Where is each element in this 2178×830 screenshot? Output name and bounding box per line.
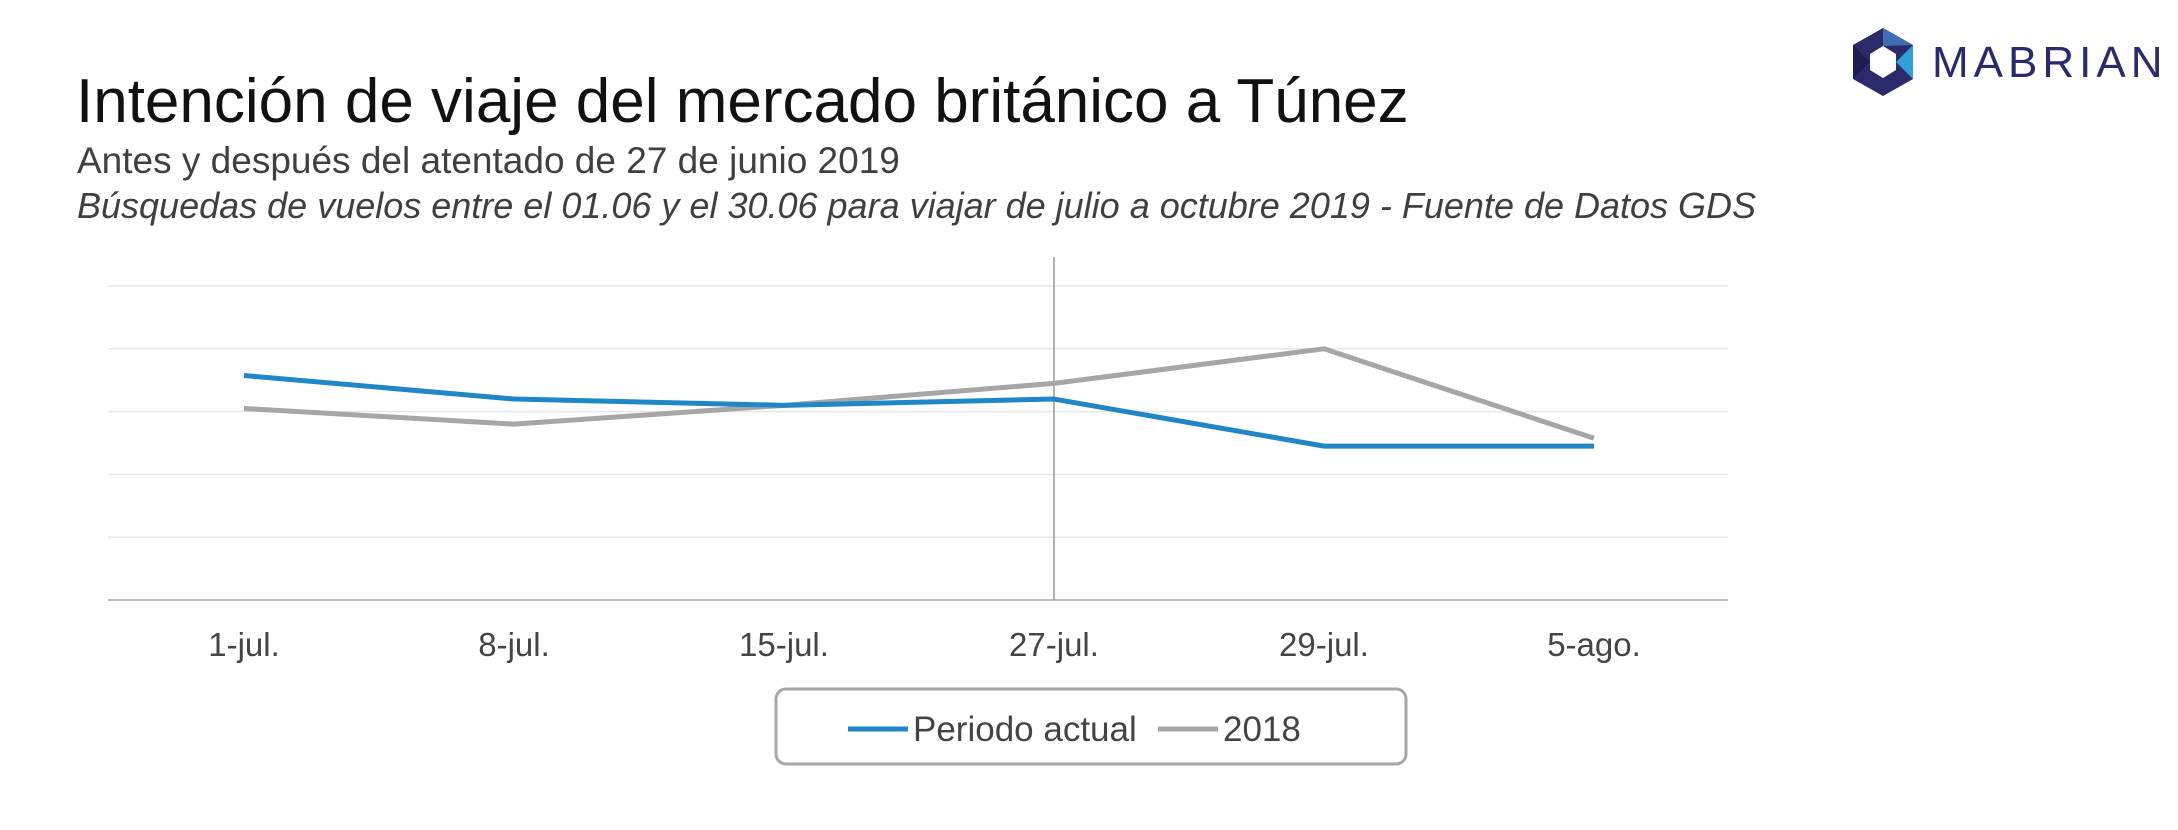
legend-box — [774, 687, 1408, 766]
chart-subtitle: Antes y después del atentado de 27 de ju… — [77, 140, 900, 181]
legend: Periodo actual 2018 — [774, 687, 1408, 766]
x-tick-label: 27-jul. — [1009, 626, 1099, 663]
chart-title: Intención de viaje del mercado británico… — [76, 67, 1409, 136]
x-tick-label: 8-jul. — [478, 626, 550, 663]
gridlines — [108, 285, 1728, 538]
series-lines — [243, 346, 1595, 449]
x-tick-label: 15-jul. — [739, 626, 829, 663]
x-tick-label: 1-jul. — [208, 626, 280, 663]
hexagon-aperture-icon — [1853, 28, 1913, 96]
brand-logo: MABRIAN — [1848, 26, 2168, 98]
source-note: Búsquedas de vuelos entre el 01.06 y el … — [77, 185, 1757, 226]
legend-item-2018-label: 2018 — [1223, 710, 1301, 749]
series-periodo-actual-line — [243, 372, 1594, 449]
logo-text: MABRIAN — [1932, 38, 2168, 87]
x-tick-label: 5-ago. — [1547, 626, 1641, 663]
x-tick-label: 29-jul. — [1279, 626, 1369, 663]
legend-item-periodo-actual-label: Periodo actual — [913, 710, 1137, 749]
series-2018-line — [243, 346, 1595, 441]
x-axis-ticks: 1-jul. 8-jul. 15-jul. 27-jul. 29-jul. 5-ago. — [208, 626, 1641, 663]
